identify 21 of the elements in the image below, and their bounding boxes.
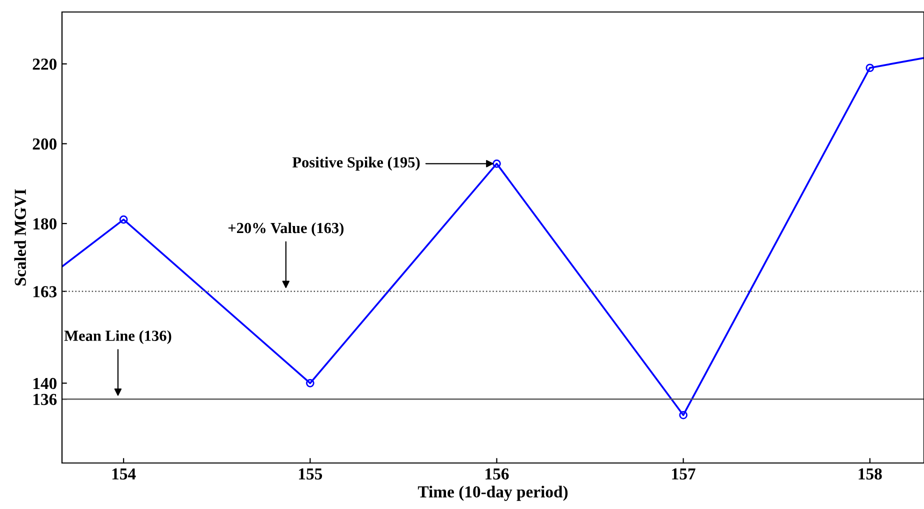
- x-tick-label: 157: [672, 468, 696, 480]
- y-tick-label: 200: [32, 138, 57, 150]
- y-tick-label: 180: [33, 218, 57, 230]
- y-axis-title: Scaled MGVI: [14, 189, 26, 286]
- annotation: Positive Spike (195): [292, 156, 420, 171]
- annotation: Mean Line (136): [64, 330, 172, 344]
- x-tick-label: 156: [486, 468, 509, 480]
- point: [492, 159, 501, 168]
- point: [866, 64, 874, 72]
- point: [119, 215, 128, 224]
- y-tick-label: 136: [33, 394, 57, 406]
- point: [679, 410, 688, 420]
- y-tick-label: 140: [33, 378, 57, 390]
- x-tick-label: 154: [112, 468, 136, 480]
- x-tick-label: 155: [298, 468, 322, 480]
- y-tick-label: 163: [33, 286, 57, 298]
- x-axis-title: Time (10-day period): [418, 486, 568, 501]
- point: [306, 379, 314, 388]
- x-tick-label: 158: [858, 468, 882, 480]
- annotation: +20% Value (163): [228, 222, 344, 236]
- y-tick-label: 220: [32, 58, 57, 70]
